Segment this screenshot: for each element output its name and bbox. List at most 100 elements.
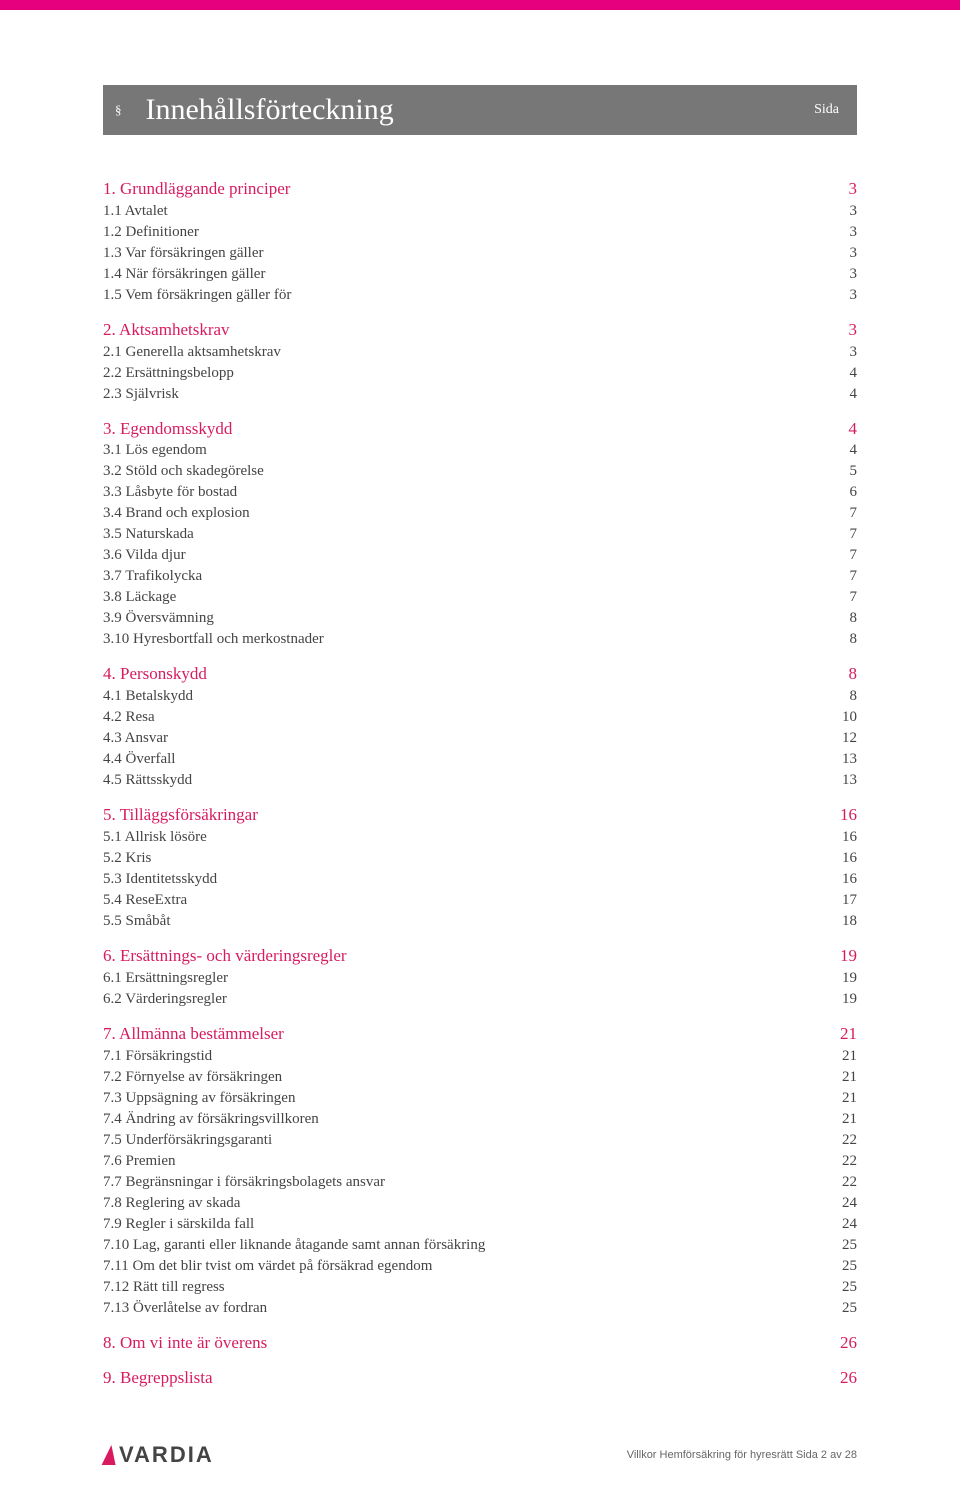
toc-item-label: 3.10 Hyresbortfall och merkostnader	[103, 629, 850, 650]
toc-item-label: 1.1 Avtalet	[103, 201, 850, 222]
toc-item-row[interactable]: 3.10 Hyresbortfall och merkostnader8	[103, 629, 857, 650]
toc-item-row[interactable]: 5.5 Småbåt18	[103, 911, 857, 932]
page-content: § Innehållsförteckning Sida 1. Grundlägg…	[0, 10, 960, 1442]
toc-item-row[interactable]: 1.3 Var försäkringen gäller3	[103, 243, 857, 264]
toc-item-page: 25	[842, 1235, 857, 1256]
toc-item-row[interactable]: 4.3 Ansvar12	[103, 728, 857, 749]
toc-item-row[interactable]: 5.4 ReseExtra17	[103, 890, 857, 911]
toc-item-row[interactable]: 4.4 Överfall13	[103, 749, 857, 770]
toc-item-row[interactable]: 7.7 Begränsningar i försäkringsbolagets …	[103, 1172, 857, 1193]
toc-item-row[interactable]: 7.1 Försäkringstid21	[103, 1046, 857, 1067]
toc-item-page: 3	[850, 222, 858, 243]
toc-item-row[interactable]: 4.2 Resa10	[103, 707, 857, 728]
toc-item-label: 3.1 Lös egendom	[103, 440, 850, 461]
toc-item-page: 13	[842, 749, 857, 770]
toc-heading-row[interactable]: 9. Begreppslista26	[103, 1366, 857, 1390]
toc-section: 5. Tilläggsförsäkringar165.1 Allrisk lös…	[103, 803, 857, 932]
toc-item-row[interactable]: 3.5 Naturskada7	[103, 524, 857, 545]
logo-text: VARDIA	[119, 1442, 214, 1468]
toc-item-page: 3	[850, 243, 858, 264]
toc-item-label: 3.9 Översvämning	[103, 608, 850, 629]
toc-item-page: 3	[850, 264, 858, 285]
toc-item-row[interactable]: 5.2 Kris16	[103, 848, 857, 869]
toc-heading-row[interactable]: 7. Allmänna bestämmelser21	[103, 1022, 857, 1046]
toc-section: 7. Allmänna bestämmelser217.1 Försäkring…	[103, 1022, 857, 1319]
toc-item-row[interactable]: 7.13 Överlåtelse av fordran25	[103, 1298, 857, 1319]
logo-triangle-icon	[102, 1445, 119, 1465]
toc-item-page: 8	[850, 629, 858, 650]
toc-item-row[interactable]: 3.1 Lös egendom4	[103, 440, 857, 461]
toc-item-label: 7.9 Regler i särskilda fall	[103, 1214, 842, 1235]
toc-heading-row[interactable]: 3. Egendomsskydd4	[103, 417, 857, 441]
toc-item-row[interactable]: 2.3 Självrisk4	[103, 384, 857, 405]
toc-heading-row[interactable]: 6. Ersättnings- och värderingsregler19	[103, 944, 857, 968]
toc-item-row[interactable]: 5.3 Identitetsskydd16	[103, 869, 857, 890]
toc-section: 9. Begreppslista26	[103, 1366, 857, 1390]
toc-item-row[interactable]: 3.8 Läckage7	[103, 587, 857, 608]
toc-item-page: 18	[842, 911, 857, 932]
toc-item-label: 3.7 Trafikolycka	[103, 566, 850, 587]
toc-item-row[interactable]: 7.10 Lag, garanti eller liknande åtagand…	[103, 1235, 857, 1256]
toc-item-row[interactable]: 3.3 Låsbyte för bostad6	[103, 482, 857, 503]
toc-item-label: 3.4 Brand och explosion	[103, 503, 850, 524]
toc-item-row[interactable]: 2.1 Generella aktsamhetskrav3	[103, 342, 857, 363]
toc-item-label: 5.2 Kris	[103, 848, 842, 869]
brand-logo: VARDIA	[103, 1442, 214, 1468]
toc-item-row[interactable]: 4.1 Betalskydd8	[103, 686, 857, 707]
toc-heading-label: 2. Aktsamhetskrav	[103, 318, 849, 342]
toc-item-row[interactable]: 1.4 När försäkringen gäller3	[103, 264, 857, 285]
toc-heading-page: 26	[840, 1366, 857, 1390]
toc-item-row[interactable]: 3.6 Vilda djur7	[103, 545, 857, 566]
toc-item-page: 16	[842, 827, 857, 848]
toc-item-row[interactable]: 7.6 Premien22	[103, 1151, 857, 1172]
toc-item-row[interactable]: 4.5 Rättsskydd13	[103, 770, 857, 791]
toc-heading-row[interactable]: 4. Personskydd8	[103, 662, 857, 686]
toc-item-row[interactable]: 7.9 Regler i särskilda fall24	[103, 1214, 857, 1235]
title-bar: § Innehållsförteckning Sida	[103, 85, 857, 135]
toc-item-page: 21	[842, 1067, 857, 1088]
toc-item-label: 3.5 Naturskada	[103, 524, 850, 545]
toc-item-page: 19	[842, 989, 857, 1010]
toc-item-page: 13	[842, 770, 857, 791]
toc-item-row[interactable]: 5.1 Allrisk lösöre16	[103, 827, 857, 848]
toc-item-row[interactable]: 7.4 Ändring av försäkringsvillkoren21	[103, 1109, 857, 1130]
toc-item-label: 4.5 Rättsskydd	[103, 770, 842, 791]
page-title: Innehållsförteckning	[146, 93, 815, 127]
toc-item-page: 4	[850, 363, 858, 384]
toc-item-row[interactable]: 7.2 Förnyelse av försäkringen21	[103, 1067, 857, 1088]
toc-item-row[interactable]: 6.1 Ersättningsregler19	[103, 968, 857, 989]
toc-item-page: 16	[842, 869, 857, 890]
toc-item-row[interactable]: 3.7 Trafikolycka7	[103, 566, 857, 587]
toc-item-row[interactable]: 2.2 Ersättningsbelopp4	[103, 363, 857, 384]
toc-item-row[interactable]: 3.2 Stöld och skadegörelse5	[103, 461, 857, 482]
toc-item-label: 3.3 Låsbyte för bostad	[103, 482, 850, 503]
toc-item-row[interactable]: 7.11 Om det blir tvist om värdet på förs…	[103, 1256, 857, 1277]
toc-item-page: 7	[850, 587, 858, 608]
toc-item-label: 1.2 Definitioner	[103, 222, 850, 243]
toc-item-row[interactable]: 3.4 Brand och explosion7	[103, 503, 857, 524]
toc-item-row[interactable]: 3.9 Översvämning8	[103, 608, 857, 629]
toc-heading-row[interactable]: 5. Tilläggsförsäkringar16	[103, 803, 857, 827]
toc-item-page: 8	[850, 686, 858, 707]
toc-item-row[interactable]: 7.5 Underförsäkringsgaranti22	[103, 1130, 857, 1151]
toc-section: 4. Personskydd84.1 Betalskydd84.2 Resa10…	[103, 662, 857, 791]
toc-heading-page: 21	[840, 1022, 857, 1046]
toc-item-row[interactable]: 6.2 Värderingsregler19	[103, 989, 857, 1010]
toc-item-page: 7	[850, 566, 858, 587]
toc-item-label: 4.1 Betalskydd	[103, 686, 850, 707]
toc-item-row[interactable]: 1.1 Avtalet3	[103, 201, 857, 222]
toc-item-label: 7.12 Rätt till regress	[103, 1277, 842, 1298]
toc-item-label: 2.3 Självrisk	[103, 384, 850, 405]
toc-item-page: 7	[850, 503, 858, 524]
toc-heading-row[interactable]: 2. Aktsamhetskrav3	[103, 318, 857, 342]
toc-item-row[interactable]: 1.2 Definitioner3	[103, 222, 857, 243]
toc-item-row[interactable]: 7.12 Rätt till regress25	[103, 1277, 857, 1298]
toc-item-page: 7	[850, 524, 858, 545]
toc-item-page: 8	[850, 608, 858, 629]
toc-item-row[interactable]: 7.8 Reglering av skada24	[103, 1193, 857, 1214]
toc-heading-row[interactable]: 1. Grundläggande principer3	[103, 177, 857, 201]
toc-heading-row[interactable]: 8. Om vi inte är överens26	[103, 1331, 857, 1355]
toc-item-row[interactable]: 7.3 Uppsägning av försäkringen21	[103, 1088, 857, 1109]
toc-item-label: 1.4 När försäkringen gäller	[103, 264, 850, 285]
toc-item-row[interactable]: 1.5 Vem försäkringen gäller för3	[103, 285, 857, 306]
